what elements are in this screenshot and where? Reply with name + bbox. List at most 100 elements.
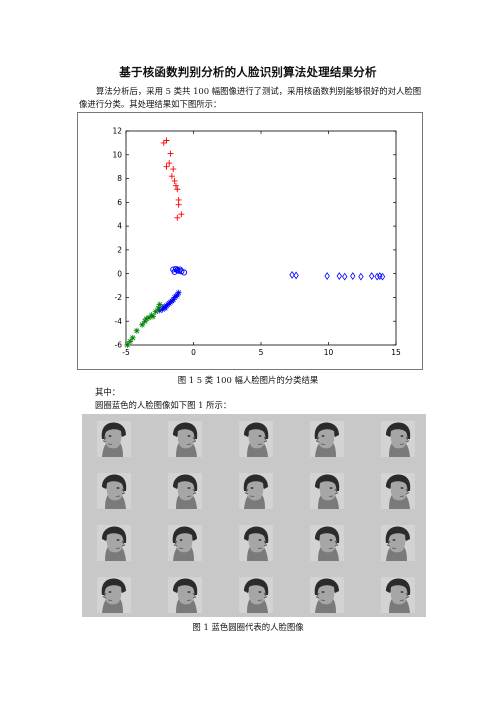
face-portrait-icon (168, 421, 202, 457)
face-image (381, 577, 415, 613)
face-portrait-icon (381, 525, 415, 561)
scatter-chart: -5 0 5 10 15 -6 -4 -2 0 2 4 6 8 10 12 (77, 112, 423, 370)
plus-marker (163, 163, 170, 170)
star-marker (171, 294, 178, 301)
y-tick-label: -2 (115, 293, 123, 302)
face-image (97, 421, 131, 457)
figure-caption-1: 图 1 5 类 100 幅人脸图片的分类结果 (177, 375, 319, 385)
star-marker (145, 314, 152, 321)
plus-marker (170, 166, 177, 173)
diamond-marker (374, 272, 380, 281)
diamond-marker (293, 271, 299, 280)
chart-svg: -5 0 5 10 15 -6 -4 -2 0 2 4 6 8 10 12 (112, 127, 401, 357)
face-portrait-icon (97, 577, 131, 613)
face-image (97, 473, 131, 509)
y-tick-label: -6 (115, 341, 123, 350)
face-portrait-icon (310, 577, 344, 613)
star-marker (143, 315, 150, 322)
face-portrait-icon (239, 525, 273, 561)
line-among: 其中： (95, 387, 121, 397)
plus-marker (171, 177, 178, 184)
diamond-marker (336, 272, 342, 280)
face-portrait-icon (168, 473, 202, 509)
face-image (310, 421, 344, 457)
diamond-marker (324, 272, 330, 280)
y-tick-label: 10 (112, 150, 122, 159)
diamond-marker (289, 270, 295, 279)
face-portrait-icon (310, 421, 344, 457)
face-image (97, 577, 131, 613)
star-marker (156, 301, 163, 308)
y-tick-label: 8 (117, 174, 122, 183)
face-portrait-icon (168, 525, 202, 561)
face-portrait-icon (310, 473, 344, 509)
y-tick-label: -4 (115, 317, 123, 326)
star-marker (129, 334, 136, 341)
circle-marker (175, 267, 182, 274)
plus-marker (172, 182, 179, 189)
circle-marker (181, 269, 188, 276)
diamond-marker (379, 272, 386, 281)
face-image (381, 473, 415, 509)
plus-marker (166, 160, 173, 167)
line-blue-circle: 圆圈蓝色的人脸图像如下图 1 所示： (95, 400, 232, 410)
plus-marker (168, 173, 175, 180)
face-portrait-icon (239, 421, 273, 457)
face-portrait-icon (310, 525, 344, 561)
face-image (310, 473, 344, 509)
face-image (239, 421, 273, 457)
circle-marker (176, 266, 184, 273)
y-tick-label: 0 (117, 269, 122, 278)
y-tick-label: 4 (117, 222, 122, 231)
face-image (310, 525, 344, 561)
y-tick-label: 12 (112, 127, 122, 136)
face-image (168, 525, 202, 561)
star-marker (156, 307, 163, 314)
x-tick-label: 15 (391, 348, 401, 357)
star-marker (124, 342, 131, 348)
face-image (310, 577, 344, 613)
star-marker (150, 313, 156, 320)
plus-marker (174, 214, 181, 221)
face-image (239, 577, 273, 613)
star-marker (141, 318, 148, 325)
face-image-grid (82, 414, 426, 617)
plot-area (125, 130, 397, 346)
face-portrait-icon (381, 577, 415, 613)
y-tick-label: 2 (117, 245, 122, 254)
diamond-marker (342, 272, 348, 281)
circle-marker (171, 268, 178, 275)
intro-paragraph: 算法分析后，采用 5 类共 100 幅图像进行了测试，采用核函数判别能够很好的对… (79, 86, 422, 109)
face-portrait-icon (239, 473, 273, 509)
face-portrait-icon (381, 421, 415, 457)
plus-marker (175, 201, 182, 208)
face-image (97, 525, 131, 561)
face-portrait-icon (97, 525, 131, 561)
x-tick-label: 5 (259, 348, 264, 357)
face-portrait-icon (97, 421, 131, 457)
face-image (168, 577, 202, 613)
x-tick-label: 0 (191, 348, 196, 357)
plus-marker (167, 150, 174, 157)
face-portrait-icon (97, 473, 131, 509)
diamond-marker (369, 272, 375, 280)
face-portrait-icon (381, 473, 415, 509)
face-portrait-icon (239, 577, 273, 613)
figure-caption-2: 图 1 蓝色圆圈代表的人脸图像 (192, 622, 304, 632)
plus-marker (174, 186, 181, 193)
plus-marker (178, 211, 185, 218)
star-marker (133, 327, 140, 334)
star-marker (175, 289, 182, 296)
face-image (381, 421, 415, 457)
star-marker (127, 338, 134, 345)
plus-marker (163, 137, 170, 144)
star-marker (159, 306, 166, 313)
y-tick-label: 6 (117, 198, 122, 207)
star-marker (162, 305, 169, 312)
face-image (239, 525, 273, 561)
diamond-marker (350, 272, 356, 280)
star-marker (139, 321, 146, 328)
face-image (239, 473, 273, 509)
star-marker (164, 301, 171, 308)
diamond-marker (358, 272, 364, 281)
